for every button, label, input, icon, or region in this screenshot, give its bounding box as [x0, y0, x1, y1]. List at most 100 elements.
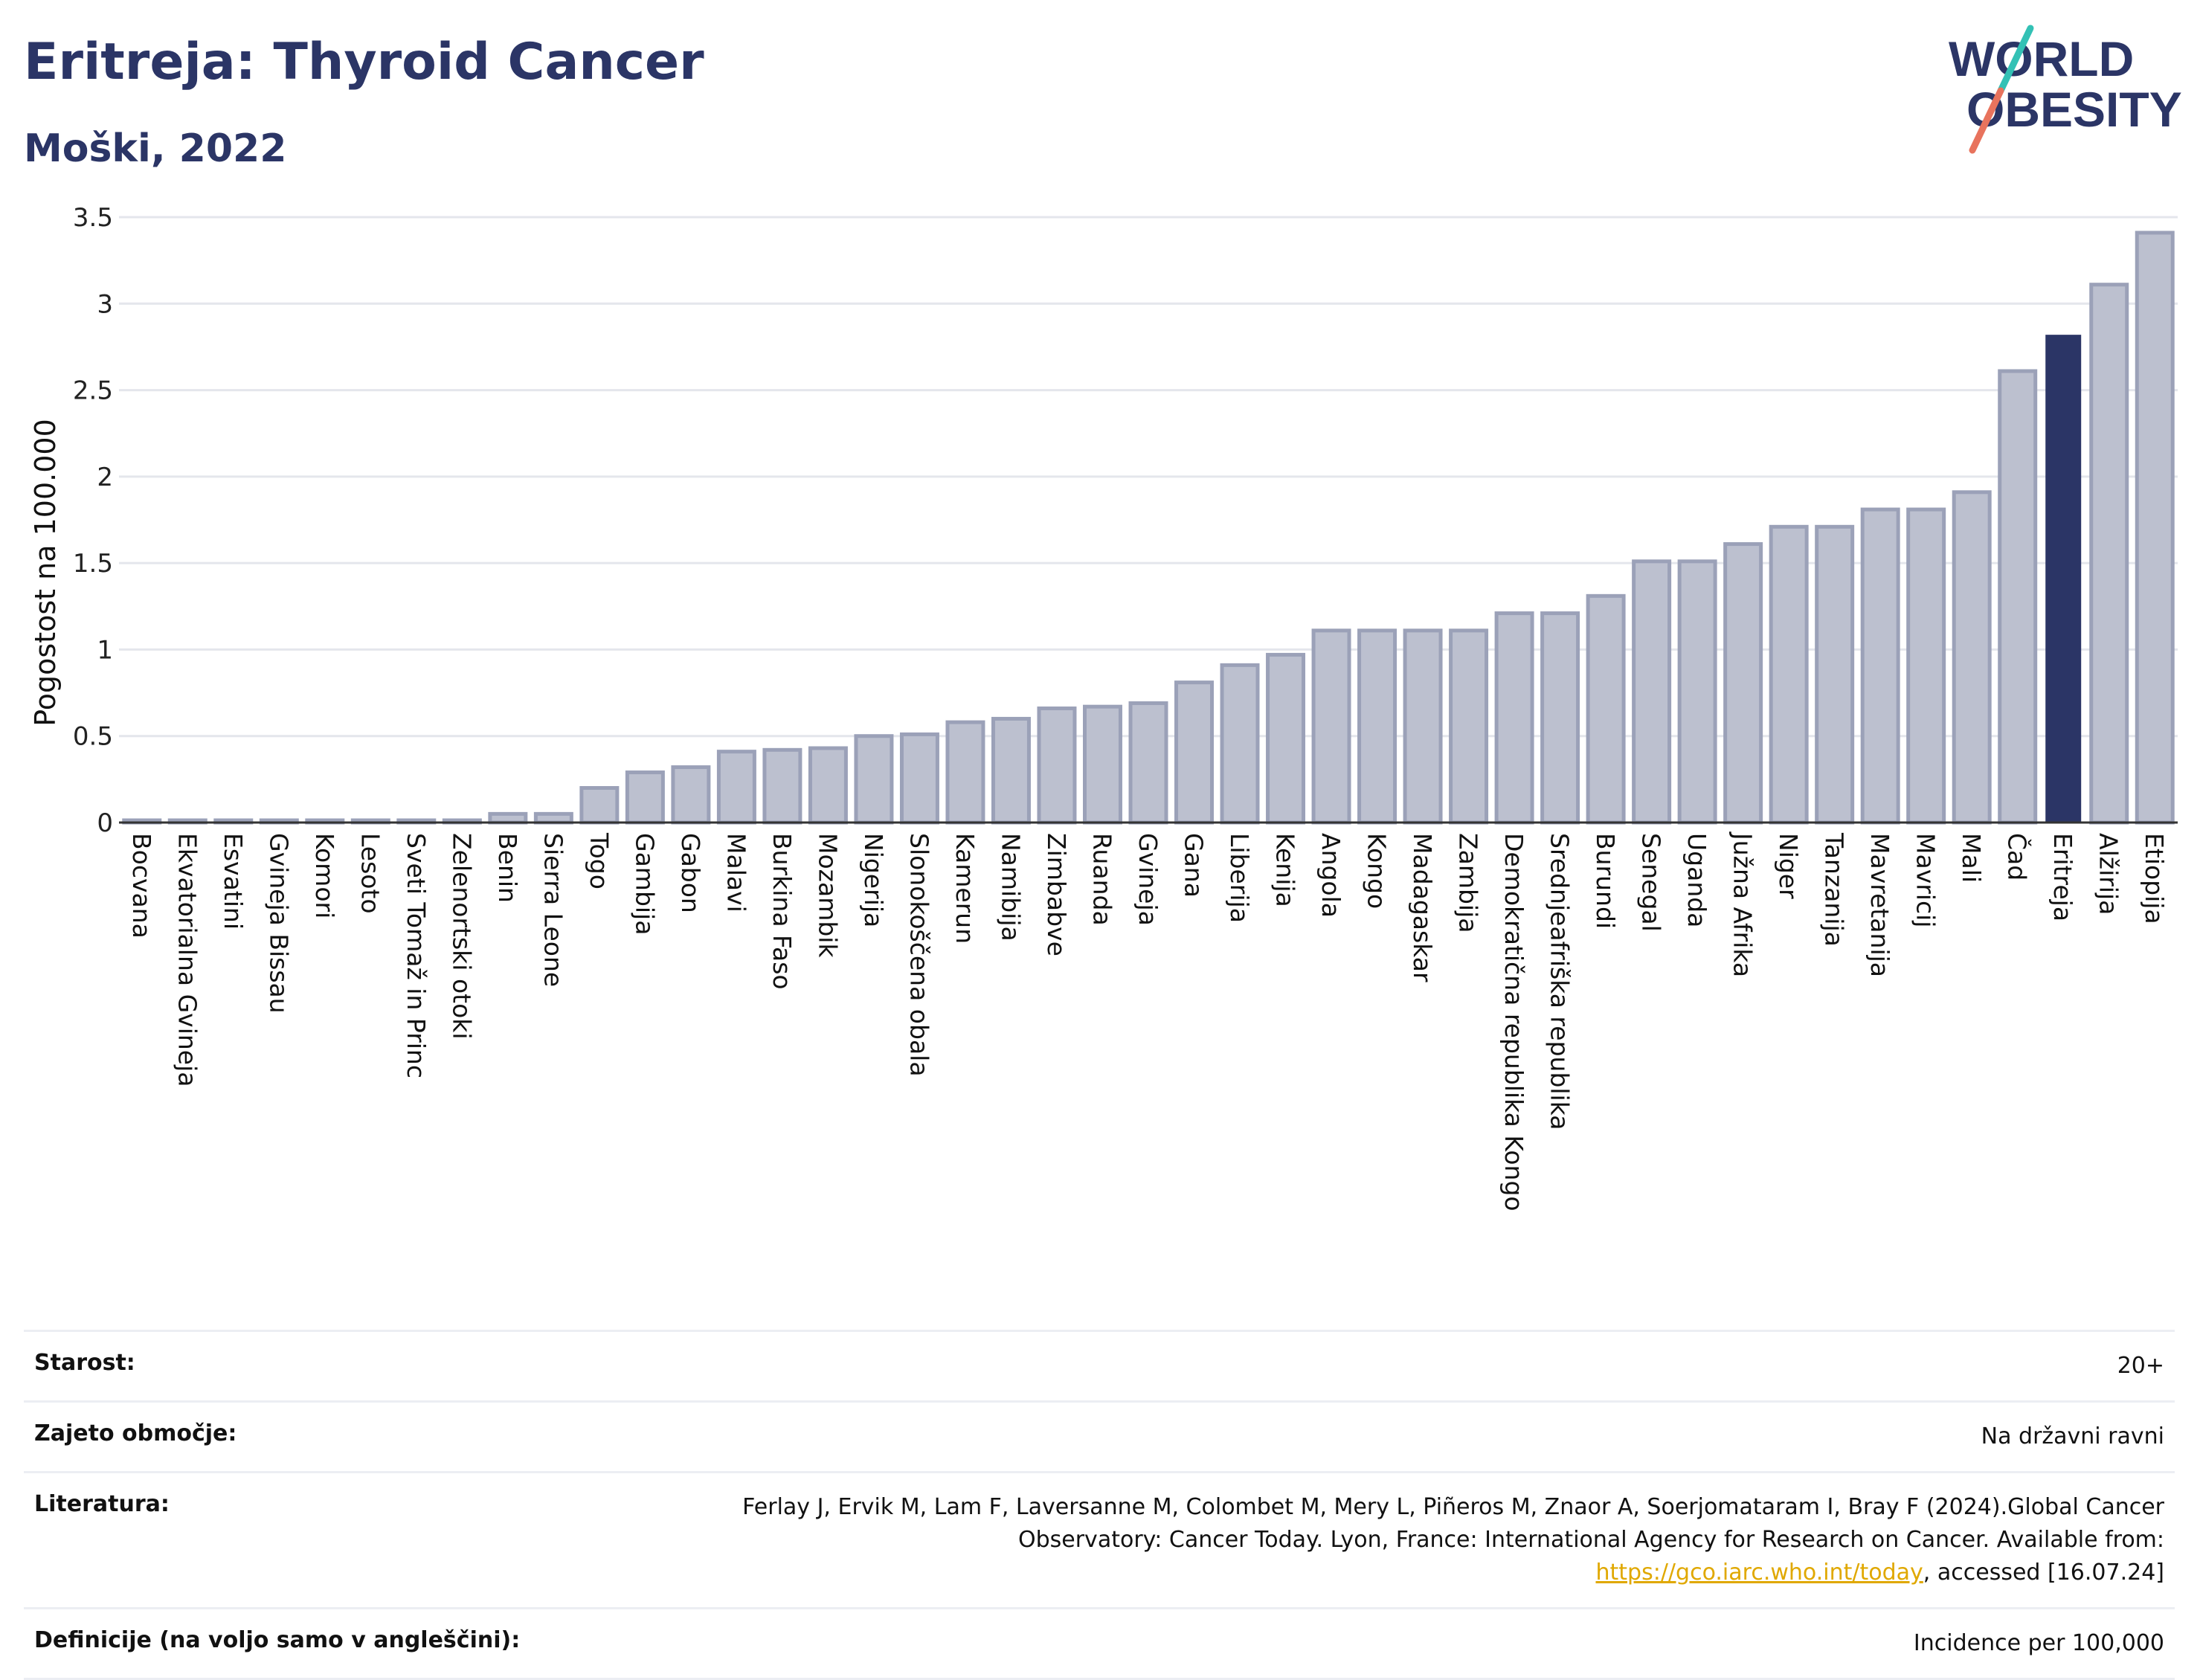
x-tick-label: Mavretanija	[1865, 833, 1894, 977]
bar-Kenija	[1266, 652, 1306, 825]
x-tick-label: Ruanda	[1087, 833, 1116, 926]
x-tick-label: Kongo	[1363, 833, 1392, 909]
bar-Kongo	[1357, 628, 1397, 825]
x-tick-label: Mavricij	[1911, 833, 1940, 927]
bar-Tanzanija	[1815, 524, 1855, 825]
x-tick-label: Čad	[2003, 833, 2033, 881]
bar-Zimbabve	[1037, 707, 1077, 825]
x-tick-label: Namibija	[996, 833, 1025, 942]
bar-Mozambik	[808, 746, 848, 825]
info-table: Starost: 20+ Zajeto območje: Na državni …	[24, 1330, 2175, 1680]
x-tick-label: Burkina Faso	[768, 833, 797, 990]
x-tick-label: Slonokoščena obala	[904, 833, 933, 1077]
bar-Ruanda	[1082, 704, 1122, 825]
bar-Gvineja	[1128, 701, 1168, 825]
y-tick-label: 0	[97, 808, 113, 838]
world-obesity-logo: WORLD OBESITY	[1949, 25, 2182, 154]
chart-subtitle: Moški, 2022	[24, 126, 287, 171]
y-tick-label: 1	[97, 635, 113, 665]
y-tick-label: 2.5	[73, 376, 113, 406]
y-tick-label: 0.5	[73, 722, 113, 752]
bars	[122, 231, 2175, 825]
x-tick-label: Demokratična republika Kongo	[1499, 833, 1528, 1211]
x-tick-label: Komori	[310, 833, 339, 918]
bar-Burkina Faso	[762, 747, 803, 825]
x-tick-label: Benin	[493, 833, 522, 903]
x-tick-label: Ekvatorialna Gvineja	[173, 833, 202, 1087]
x-tick-label: Burundi	[1591, 833, 1620, 929]
y-tick-label: 3	[97, 289, 113, 319]
x-tick-label: Gvineja	[1133, 833, 1162, 926]
x-tick-label: Niger	[1774, 833, 1803, 899]
literature-label: Literatura:	[34, 1491, 170, 1517]
chart-title: Eritreja: Thyroid Cancer	[24, 33, 704, 91]
x-tick-label: Gana	[1180, 833, 1209, 898]
literature-text: Ferlay J, Ervik M, Lam F, Laversanne M, …	[742, 1494, 2164, 1553]
bar-Mavretanija	[1860, 507, 1900, 825]
x-tick-label: Zambija	[1454, 833, 1483, 933]
x-tick-label: Sierra Leone	[538, 833, 567, 987]
x-tick-label: Gvineja Bissau	[264, 833, 293, 1014]
bar-Slonokoščena obala	[899, 732, 939, 825]
bar-Togo	[579, 785, 620, 825]
bar-Angola	[1311, 628, 1351, 825]
bar-chart: Pogostost na 100.000 0 0.5 1 1.5 2 2.5 3 3.5 Bo…	[29, 203, 2178, 1211]
x-tick-label: Nigerija	[859, 833, 888, 927]
bar-Nigerija	[854, 734, 894, 825]
bar-Niger	[1769, 524, 1809, 825]
bar-Srednjeafriška republika	[1540, 611, 1580, 825]
bar-Namibija	[991, 716, 1031, 825]
x-tick-label: Gabon	[676, 833, 705, 913]
y-axis-title: Pogostost na 100.000	[29, 419, 62, 727]
x-tick-label: Lesoto	[356, 833, 385, 914]
bar-Mavricij	[1906, 507, 1946, 825]
x-tick-label: Esvatini	[219, 833, 248, 930]
coverage-label: Zajeto območje:	[34, 1420, 237, 1446]
x-tick-label: Južna Afrika	[1728, 831, 1757, 977]
literature-accessed: , accessed [16.07.24]	[1923, 1560, 2164, 1586]
x-tick-label: Eritreja	[2048, 833, 2077, 921]
y-tick-label: 3.5	[73, 203, 113, 233]
bar-Madagaskar	[1403, 628, 1443, 825]
x-axis-labels: Bocvana Ekvatorialna Gvineja Esvatini Gvine…	[127, 831, 2169, 1211]
literature-value: Ferlay J, Ervik M, Lam F, Laversanne M, …	[677, 1491, 2164, 1589]
x-tick-label: Kamerun	[951, 833, 980, 944]
logo-slash-coral	[1969, 87, 2004, 154]
bar-Južna Afrika	[1723, 542, 1763, 825]
bar-Malavi	[716, 750, 756, 825]
x-tick-label: Liberija	[1225, 833, 1254, 923]
bar-Zambija	[1449, 628, 1489, 825]
x-tick-label: Zimbabve	[1042, 833, 1071, 956]
logo-text-world: WORLD	[1949, 31, 2134, 86]
x-tick-label: Srednjeafriška republika	[1546, 833, 1575, 1130]
y-axis-ticks: 0 0.5 1 1.5 2 2.5 3 3.5	[73, 203, 113, 838]
bar-Mali	[1952, 490, 1992, 825]
bar-Uganda	[1677, 559, 1717, 825]
x-tick-label: Gambija	[630, 833, 659, 935]
bar-Senegal	[1632, 559, 1672, 825]
x-tick-label: Tanzanija	[1820, 832, 1849, 947]
info-row-age: Starost: 20+	[24, 1330, 2175, 1400]
x-tick-label: Kenija	[1271, 833, 1300, 907]
bar-Eritreja	[2045, 335, 2082, 823]
bar-Gambija	[625, 770, 665, 825]
x-tick-label: Etiopija	[2140, 833, 2169, 924]
x-tick-label: Mozambik	[813, 833, 842, 958]
bar-Kamerun	[945, 720, 985, 825]
age-value: 20+	[2117, 1353, 2164, 1379]
bar-Benin	[488, 811, 528, 825]
definitions-label: Definicije (na voljo samo v angleščini):	[34, 1627, 521, 1653]
x-tick-label: Madagaskar	[1408, 833, 1437, 982]
x-tick-label: Uganda	[1682, 833, 1711, 927]
x-tick-label: Malavi	[721, 833, 750, 913]
x-tick-label: Mali	[1957, 833, 1986, 883]
coverage-value: Na državni ravni	[1981, 1423, 2164, 1449]
x-tick-label: Alžirija	[2094, 833, 2123, 915]
x-tick-label: Bocvana	[127, 833, 156, 939]
age-label: Starost:	[34, 1350, 135, 1376]
bar-Čad	[1998, 369, 2038, 825]
literature-link[interactable]: https://gco.iarc.who.int/today	[1595, 1560, 1923, 1586]
info-row-literature: Literatura: Ferlay J, Ervik M, Lam F, La…	[24, 1471, 2175, 1607]
bar-Etiopija	[2135, 231, 2175, 825]
bar-Sierra Leone	[533, 811, 573, 825]
